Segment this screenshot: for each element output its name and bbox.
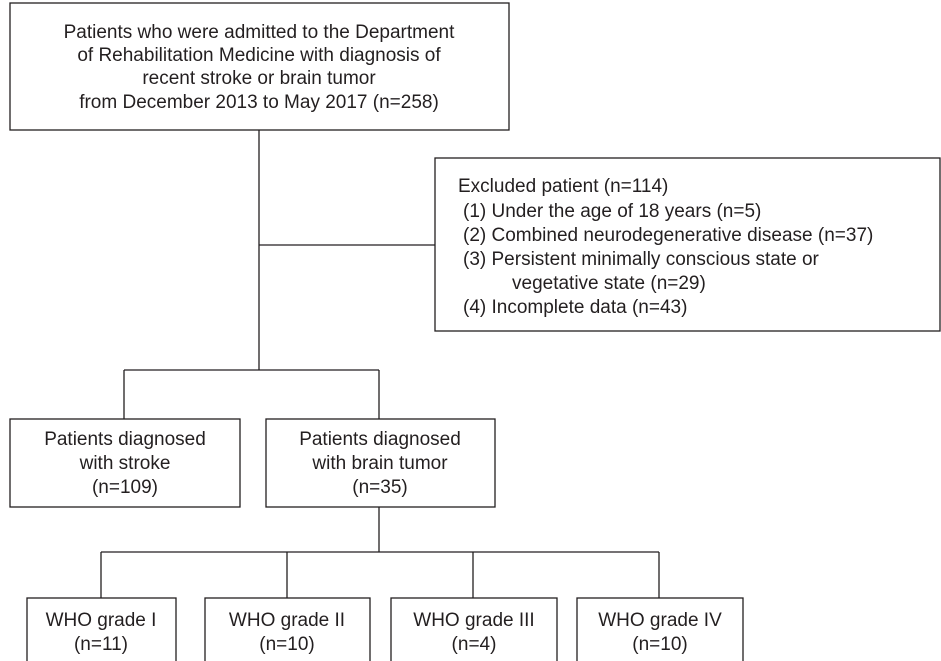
node-text: (n=4): [452, 634, 497, 655]
node-text: WHO grade I: [46, 610, 157, 631]
node-text: Patients diagnosed: [299, 429, 461, 450]
node-text: (n=109): [92, 477, 158, 498]
labels: Patients who were admitted to the Depart…: [44, 22, 873, 655]
node-text: recent stroke or brain tumor: [142, 68, 376, 89]
list-item: (3) Persistent minimally conscious state…: [463, 249, 820, 270]
connectors: [100, 130, 660, 598]
node-text: WHO grade IV: [598, 610, 722, 631]
box: [9, 418, 241, 508]
node-text: with stroke: [79, 453, 171, 474]
list-item: (1) Under the age of 18 years (n=5): [463, 201, 761, 222]
box: [9, 2, 510, 131]
node-title: Excluded patient (n=114): [458, 176, 668, 197]
box: [434, 157, 941, 332]
box: [576, 597, 744, 661]
node-text: with brain tumor: [311, 453, 448, 474]
box: [265, 418, 496, 508]
node-text: of Rehabilitation Medicine with diagnosi…: [77, 45, 441, 66]
node-text: (n=10): [632, 634, 687, 655]
node-text: WHO grade II: [229, 610, 345, 631]
list-item: (4) Incomplete data (n=43): [463, 297, 687, 318]
box: [204, 597, 371, 661]
box: [26, 597, 177, 661]
node-text: Patients who were admitted to the Depart…: [64, 22, 455, 43]
node-text: (n=10): [259, 634, 314, 655]
node-text: Patients diagnosed: [44, 429, 206, 450]
node-text: (n=35): [352, 477, 407, 498]
node-text: WHO grade III: [413, 610, 534, 631]
list-item: vegetative state (n=29): [512, 273, 706, 294]
node-text: (n=11): [74, 634, 128, 655]
node-text: from December 2013 to May 2017 (n=258): [79, 92, 439, 113]
list-item: (2) Combined neurodegenerative disease (…: [463, 225, 873, 246]
box: [390, 597, 558, 661]
